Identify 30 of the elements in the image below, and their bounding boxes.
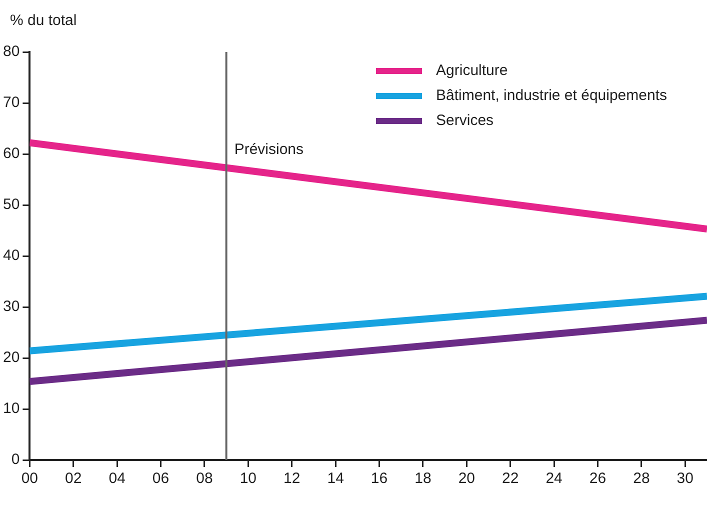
x-tick-label: 20 [458,470,476,488]
x-tick-label: 08 [196,470,213,488]
y-tick-label: 80 [2,43,20,60]
y-tick-label: 10 [2,400,20,418]
legend-label: Bâtiment, industrie et équipements [436,87,667,104]
x-tick-label: 26 [589,470,606,488]
x-tick-label: 04 [108,470,126,488]
x-tick-label: 18 [414,470,432,488]
y-tick-label: 40 [2,247,20,264]
y-tick-label: 0 [11,451,20,468]
x-tick-label: 22 [502,470,519,488]
x-tick-label: 06 [152,470,170,488]
x-tick-label: 14 [327,470,344,488]
x-tick-label: 00 [21,470,38,488]
x-tick-label: 10 [240,470,257,488]
y-tick-label: 60 [2,145,20,162]
y-tick-label: 30 [2,298,20,316]
legend-label: Agriculture [436,62,508,79]
y-tick-label: 50 [2,196,20,214]
x-tick-label: 02 [65,470,82,488]
y-axis-title: % du total [10,12,77,29]
legend-label: Services [436,112,494,129]
y-tick-label: 70 [2,94,20,112]
x-tick-label: 12 [284,470,300,488]
x-tick-label: 30 [676,470,694,488]
y-tick-label: 20 [2,349,20,366]
ref-line-label: Prévisions [234,141,304,158]
x-tick-label: 16 [370,470,388,488]
x-tick-label: 28 [633,470,650,488]
x-tick-label: 24 [546,470,562,488]
